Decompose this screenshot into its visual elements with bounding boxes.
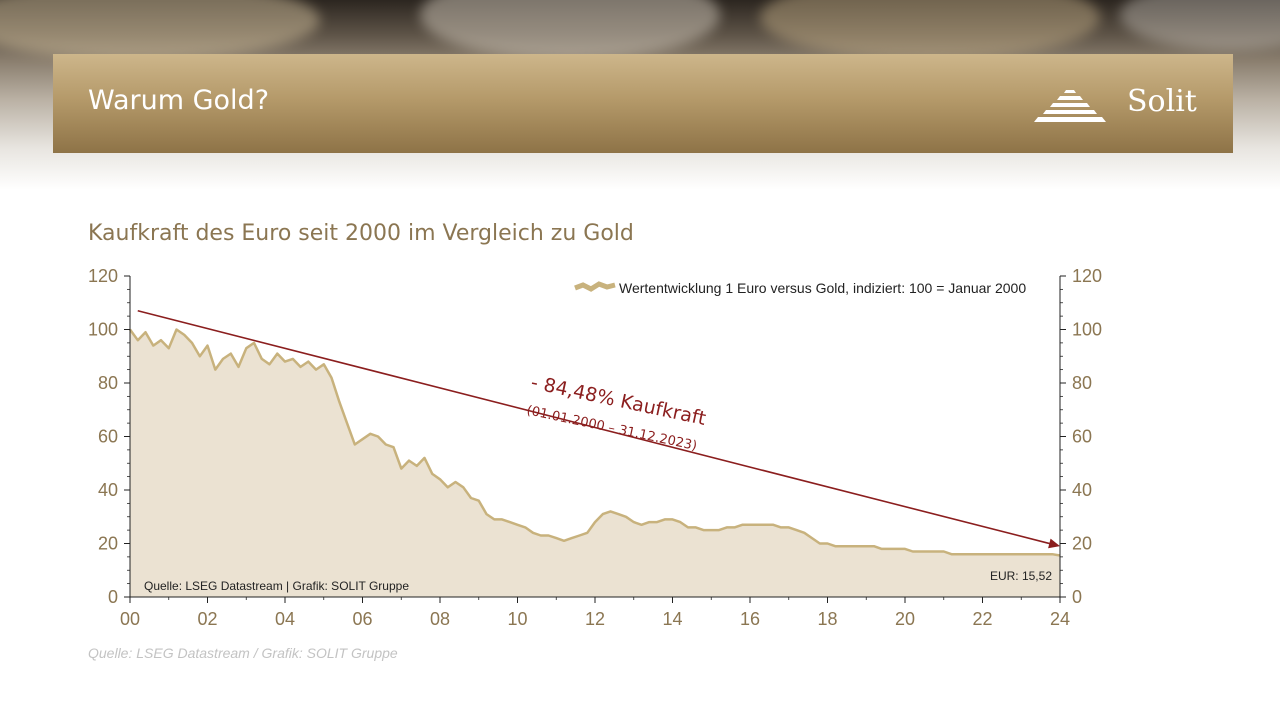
y-tick-label-left: 20 xyxy=(98,534,118,554)
x-tick-label: 02 xyxy=(197,609,217,629)
y-tick-label-left: 120 xyxy=(88,266,118,286)
y-tick-label-right: 40 xyxy=(1072,480,1092,500)
y-tick-label-left: 100 xyxy=(88,320,118,340)
x-tick-label: 06 xyxy=(352,609,372,629)
y-tick-label-right: 20 xyxy=(1072,534,1092,554)
footer-source: Quelle: LSEG Datastream / Grafik: SOLIT … xyxy=(88,645,398,661)
y-tick-label-right: 60 xyxy=(1072,427,1092,447)
y-tick-label-left: 80 xyxy=(98,373,118,393)
x-tick-label: 00 xyxy=(120,609,140,629)
series-line xyxy=(128,328,1061,557)
chart-inner-source: Quelle: LSEG Datastream | Grafik: SOLIT … xyxy=(144,579,409,593)
solit-logo: Solit xyxy=(1030,82,1200,128)
x-tick-label: 12 xyxy=(585,609,605,629)
x-tick-label: 04 xyxy=(275,609,295,629)
trend-arrowhead xyxy=(1048,538,1060,549)
y-tick-label-left: 0 xyxy=(108,587,118,607)
y-tick-label-right: 80 xyxy=(1072,373,1092,393)
pyramid-icon xyxy=(1034,90,1106,122)
page-title: Warum Gold? xyxy=(88,85,270,116)
x-tick-label: 16 xyxy=(740,609,760,629)
title-bar: Warum Gold? Solit xyxy=(53,54,1233,153)
y-tick-label-left: 60 xyxy=(98,427,118,447)
x-tick-label: 10 xyxy=(507,609,527,629)
chart-subtitle: Kaufkraft des Euro seit 2000 im Vergleic… xyxy=(88,221,634,246)
x-tick-label: 08 xyxy=(430,609,450,629)
y-tick-label-right: 100 xyxy=(1072,320,1102,340)
x-tick-label: 20 xyxy=(895,609,915,629)
logo-text: Solit xyxy=(1127,84,1197,119)
legend-swatch xyxy=(574,281,616,292)
y-tick-label-left: 40 xyxy=(98,480,118,500)
trend-arrow-line xyxy=(137,309,1055,546)
x-tick-label: 22 xyxy=(972,609,992,629)
series-area xyxy=(130,329,1060,597)
x-tick-label: 18 xyxy=(817,609,837,629)
legend-label: Wertentwicklung 1 Euro versus Gold, indi… xyxy=(619,280,1026,296)
end-value-label: EUR: 15,52 xyxy=(990,569,1052,583)
y-tick-label-right: 120 xyxy=(1072,266,1102,286)
x-tick-label: 24 xyxy=(1050,609,1070,629)
x-tick-label: 14 xyxy=(662,609,682,629)
y-tick-label-right: 0 xyxy=(1072,587,1082,607)
